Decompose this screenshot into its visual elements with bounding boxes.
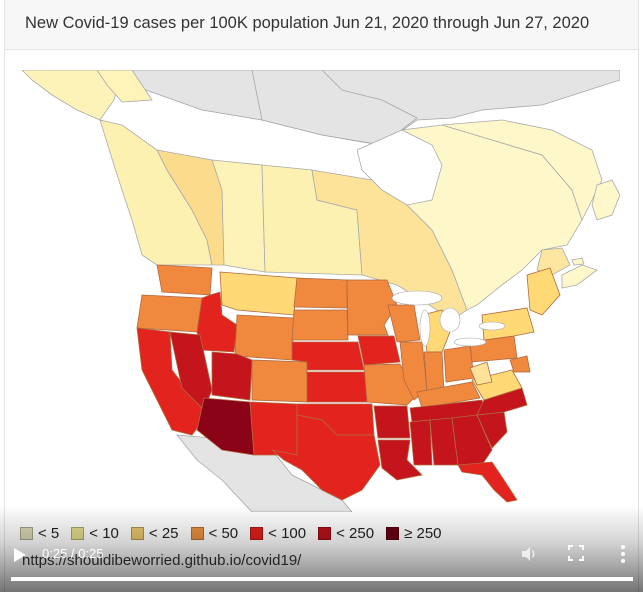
fullscreen-icon[interactable]	[568, 545, 584, 561]
legend-swatch	[386, 526, 400, 540]
legend-item: < 25	[130, 524, 179, 542]
lake-ontario	[478, 321, 506, 331]
state-georgia	[451, 414, 493, 466]
state-new-mexico	[249, 401, 298, 456]
legend-label: < 10	[89, 524, 119, 542]
state-washington	[156, 264, 213, 296]
state-kansas	[306, 371, 368, 403]
state-west-virginia	[469, 361, 493, 386]
state-wisconsin	[387, 304, 421, 343]
province-nova-scotia	[561, 264, 598, 289]
legend-swatch	[71, 526, 85, 540]
arctic-islands-nunavut	[96, 70, 153, 103]
legend-swatch	[250, 526, 264, 540]
legend-item: ≥ 250	[386, 524, 442, 542]
state-new-england	[526, 267, 561, 316]
state-mississippi	[409, 419, 433, 466]
legend-swatch	[20, 526, 33, 540]
no-data-regions	[22, 70, 620, 512]
more-options-icon[interactable]	[619, 544, 627, 564]
legend-item: < 5	[20, 525, 59, 542]
province-labrador	[441, 119, 603, 222]
state-arkansas	[373, 405, 411, 439]
state-florida	[457, 461, 518, 503]
legend-item: < 10	[71, 525, 119, 542]
legend-item: < 250	[318, 525, 374, 542]
state-indiana	[423, 351, 445, 393]
state-montana	[219, 271, 298, 316]
legend-swatch	[190, 526, 204, 540]
state-south-dakota	[291, 309, 349, 341]
legend-swatch	[318, 526, 332, 540]
lake-michigan	[419, 309, 431, 347]
state-new-york	[481, 307, 535, 341]
video-controls: 0:25 / 0:25	[0, 540, 643, 592]
state-oregon	[136, 294, 203, 333]
lake-superior	[391, 290, 443, 306]
legend-label: < 5	[38, 524, 60, 542]
legend-item: < 100	[250, 525, 306, 542]
legend-label: < 100	[268, 524, 307, 542]
time-display: 0:25 / 0:25	[42, 546, 104, 561]
state-iowa	[357, 335, 401, 366]
state-louisiana	[377, 439, 423, 481]
state-utah	[211, 351, 253, 401]
province-new-brunswick	[536, 247, 571, 276]
play-icon[interactable]	[14, 548, 26, 562]
canada-provinces	[22, 70, 620, 321]
lake-huron	[439, 307, 461, 333]
great-lakes	[391, 290, 506, 347]
volume-icon[interactable]	[520, 545, 538, 563]
legend-swatch	[130, 526, 144, 540]
legend-label: < 50	[208, 524, 239, 542]
state-north-dakota	[293, 277, 348, 309]
province-newfoundland	[591, 179, 620, 221]
state-idaho	[196, 291, 238, 353]
state-colorado	[251, 359, 308, 403]
state-wyoming	[234, 314, 295, 361]
legend-label: ≥ 250	[404, 524, 442, 542]
state-minnesota	[346, 279, 398, 336]
legend-label: < 25	[148, 524, 179, 542]
progress-bar[interactable]	[11, 577, 633, 581]
choropleth-map	[22, 70, 620, 512]
lake-erie	[453, 337, 487, 347]
state-nebraska	[291, 341, 365, 371]
state-maryland-delaware	[509, 355, 531, 373]
state-california	[136, 327, 208, 436]
map-title: New Covid-19 cases per 100K population J…	[25, 14, 590, 32]
hudson-bay	[356, 129, 443, 206]
state-texas	[271, 414, 381, 501]
state-arizona	[196, 397, 255, 456]
title-bar: New Covid-19 cases per 100K population J…	[5, 0, 638, 50]
legend-label: < 250	[336, 524, 375, 542]
us-states	[136, 264, 561, 503]
progress-fill	[11, 577, 633, 581]
state-kentucky	[416, 381, 481, 409]
province-pei	[571, 257, 585, 266]
state-ohio	[443, 345, 475, 383]
region-nunavut	[251, 70, 418, 146]
legend-item: < 50	[190, 524, 239, 542]
province-saskatchewan	[211, 159, 266, 273]
